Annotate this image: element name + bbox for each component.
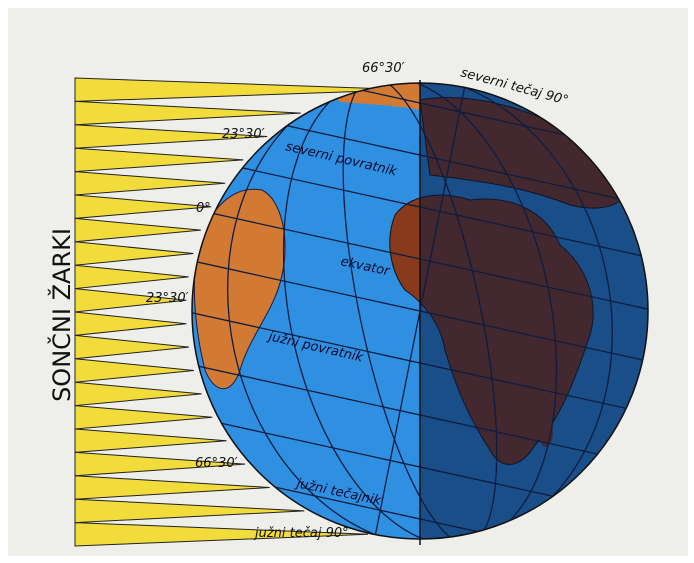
parallel	[192, 250, 648, 374]
ray	[74, 194, 212, 219]
ray	[74, 451, 246, 477]
ray	[74, 381, 202, 407]
meridian	[342, 83, 498, 539]
ray	[74, 311, 187, 336]
ray	[74, 522, 368, 547]
side-title: SONČNI ŽARKI	[46, 228, 76, 402]
angle-label: 0°	[196, 201, 211, 216]
meridian	[282, 83, 558, 539]
ray	[74, 217, 201, 243]
ray	[74, 405, 213, 430]
sun-rays	[74, 77, 411, 547]
angle-label: 66°30′	[362, 61, 405, 76]
ray	[74, 334, 189, 360]
angle-label: 66°30′	[195, 456, 238, 471]
ray	[74, 171, 226, 196]
ray	[74, 241, 194, 266]
meridian	[227, 83, 613, 539]
ray	[74, 498, 305, 524]
parallel	[192, 302, 648, 426]
angle-label: 23°30′	[222, 127, 265, 142]
pole-label: južni tečaj 90°	[253, 526, 349, 541]
angle-label: 23°30′	[146, 291, 189, 306]
ray	[74, 428, 227, 453]
parallel	[192, 198, 648, 322]
ray	[74, 124, 268, 149]
ray	[74, 288, 187, 313]
ray	[74, 147, 244, 173]
ray	[74, 475, 270, 500]
ray	[74, 77, 411, 102]
ray	[74, 358, 194, 383]
ray	[74, 100, 301, 126]
ray	[74, 264, 189, 290]
